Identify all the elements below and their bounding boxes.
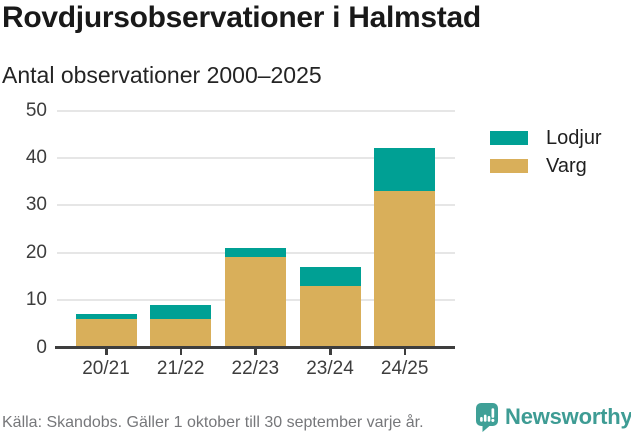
x-axis-label-21-22: 21/22 [156, 358, 205, 379]
x-axis-tick-24-25 [403, 349, 407, 355]
x-axis-line [55, 346, 455, 349]
y-axis-label-40: 40 [25, 146, 47, 168]
brand-name: Newsworthy [505, 404, 631, 429]
bar-varg-23-24 [299, 285, 361, 348]
chart-subtitle: Antal observationer 2000–2025 [2, 62, 322, 88]
legend-item-varg: Varg [490, 152, 602, 180]
bar-lodjur-24-25 [374, 148, 436, 192]
source-note: Källa: Skandobs. Gäller 1 oktober till 3… [2, 414, 424, 431]
newsworthy-logo-icon [476, 403, 498, 432]
x-axis-tick-21-22 [179, 349, 183, 355]
bar-lodjur-22-23 [224, 247, 286, 258]
bar-lodjur-23-24 [299, 266, 361, 286]
x-axis-label-23-24: 23/24 [306, 358, 354, 379]
x-axis-label-22-23: 22/23 [231, 358, 280, 379]
x-axis-tick-22-23 [254, 349, 257, 355]
x-axis-label-20-21: 20/21 [82, 358, 130, 379]
gridline-50 [57, 109, 455, 112]
y-axis-label-20: 20 [25, 241, 47, 263]
bar-lodjur-20-21 [75, 314, 137, 320]
gridline-30 [57, 204, 455, 207]
legend: Lodjur Varg [490, 124, 602, 180]
x-axis-tick-23-24 [329, 349, 332, 355]
y-axis-label-10: 10 [25, 289, 47, 311]
bar-varg-20-21 [75, 319, 137, 348]
bar-varg-24-25 [374, 191, 436, 348]
bar-lodjur-21-22 [150, 304, 212, 320]
chart-title: Rovdjursobservationer i Halmstad [2, 1, 481, 34]
legend-label-lodjur: Lodjur [546, 126, 602, 149]
legend-label-varg: Varg [546, 154, 587, 177]
legend-item-lodjur: Lodjur [490, 124, 602, 152]
y-axis-label-50: 50 [25, 99, 47, 121]
x-axis-label-24-25: 24/25 [380, 358, 429, 379]
brand-lockup[interactable]: Newsworthy [476, 403, 631, 432]
bar-varg-21-22 [150, 319, 212, 348]
gridline-40 [57, 156, 455, 159]
y-axis-label-0: 0 [36, 336, 47, 358]
y-axis-label-30: 30 [25, 194, 47, 216]
legend-swatch-lodjur [490, 131, 528, 145]
bar-varg-22-23 [224, 257, 286, 348]
legend-swatch-varg [490, 159, 528, 173]
x-axis-tick-20-21 [105, 349, 108, 355]
